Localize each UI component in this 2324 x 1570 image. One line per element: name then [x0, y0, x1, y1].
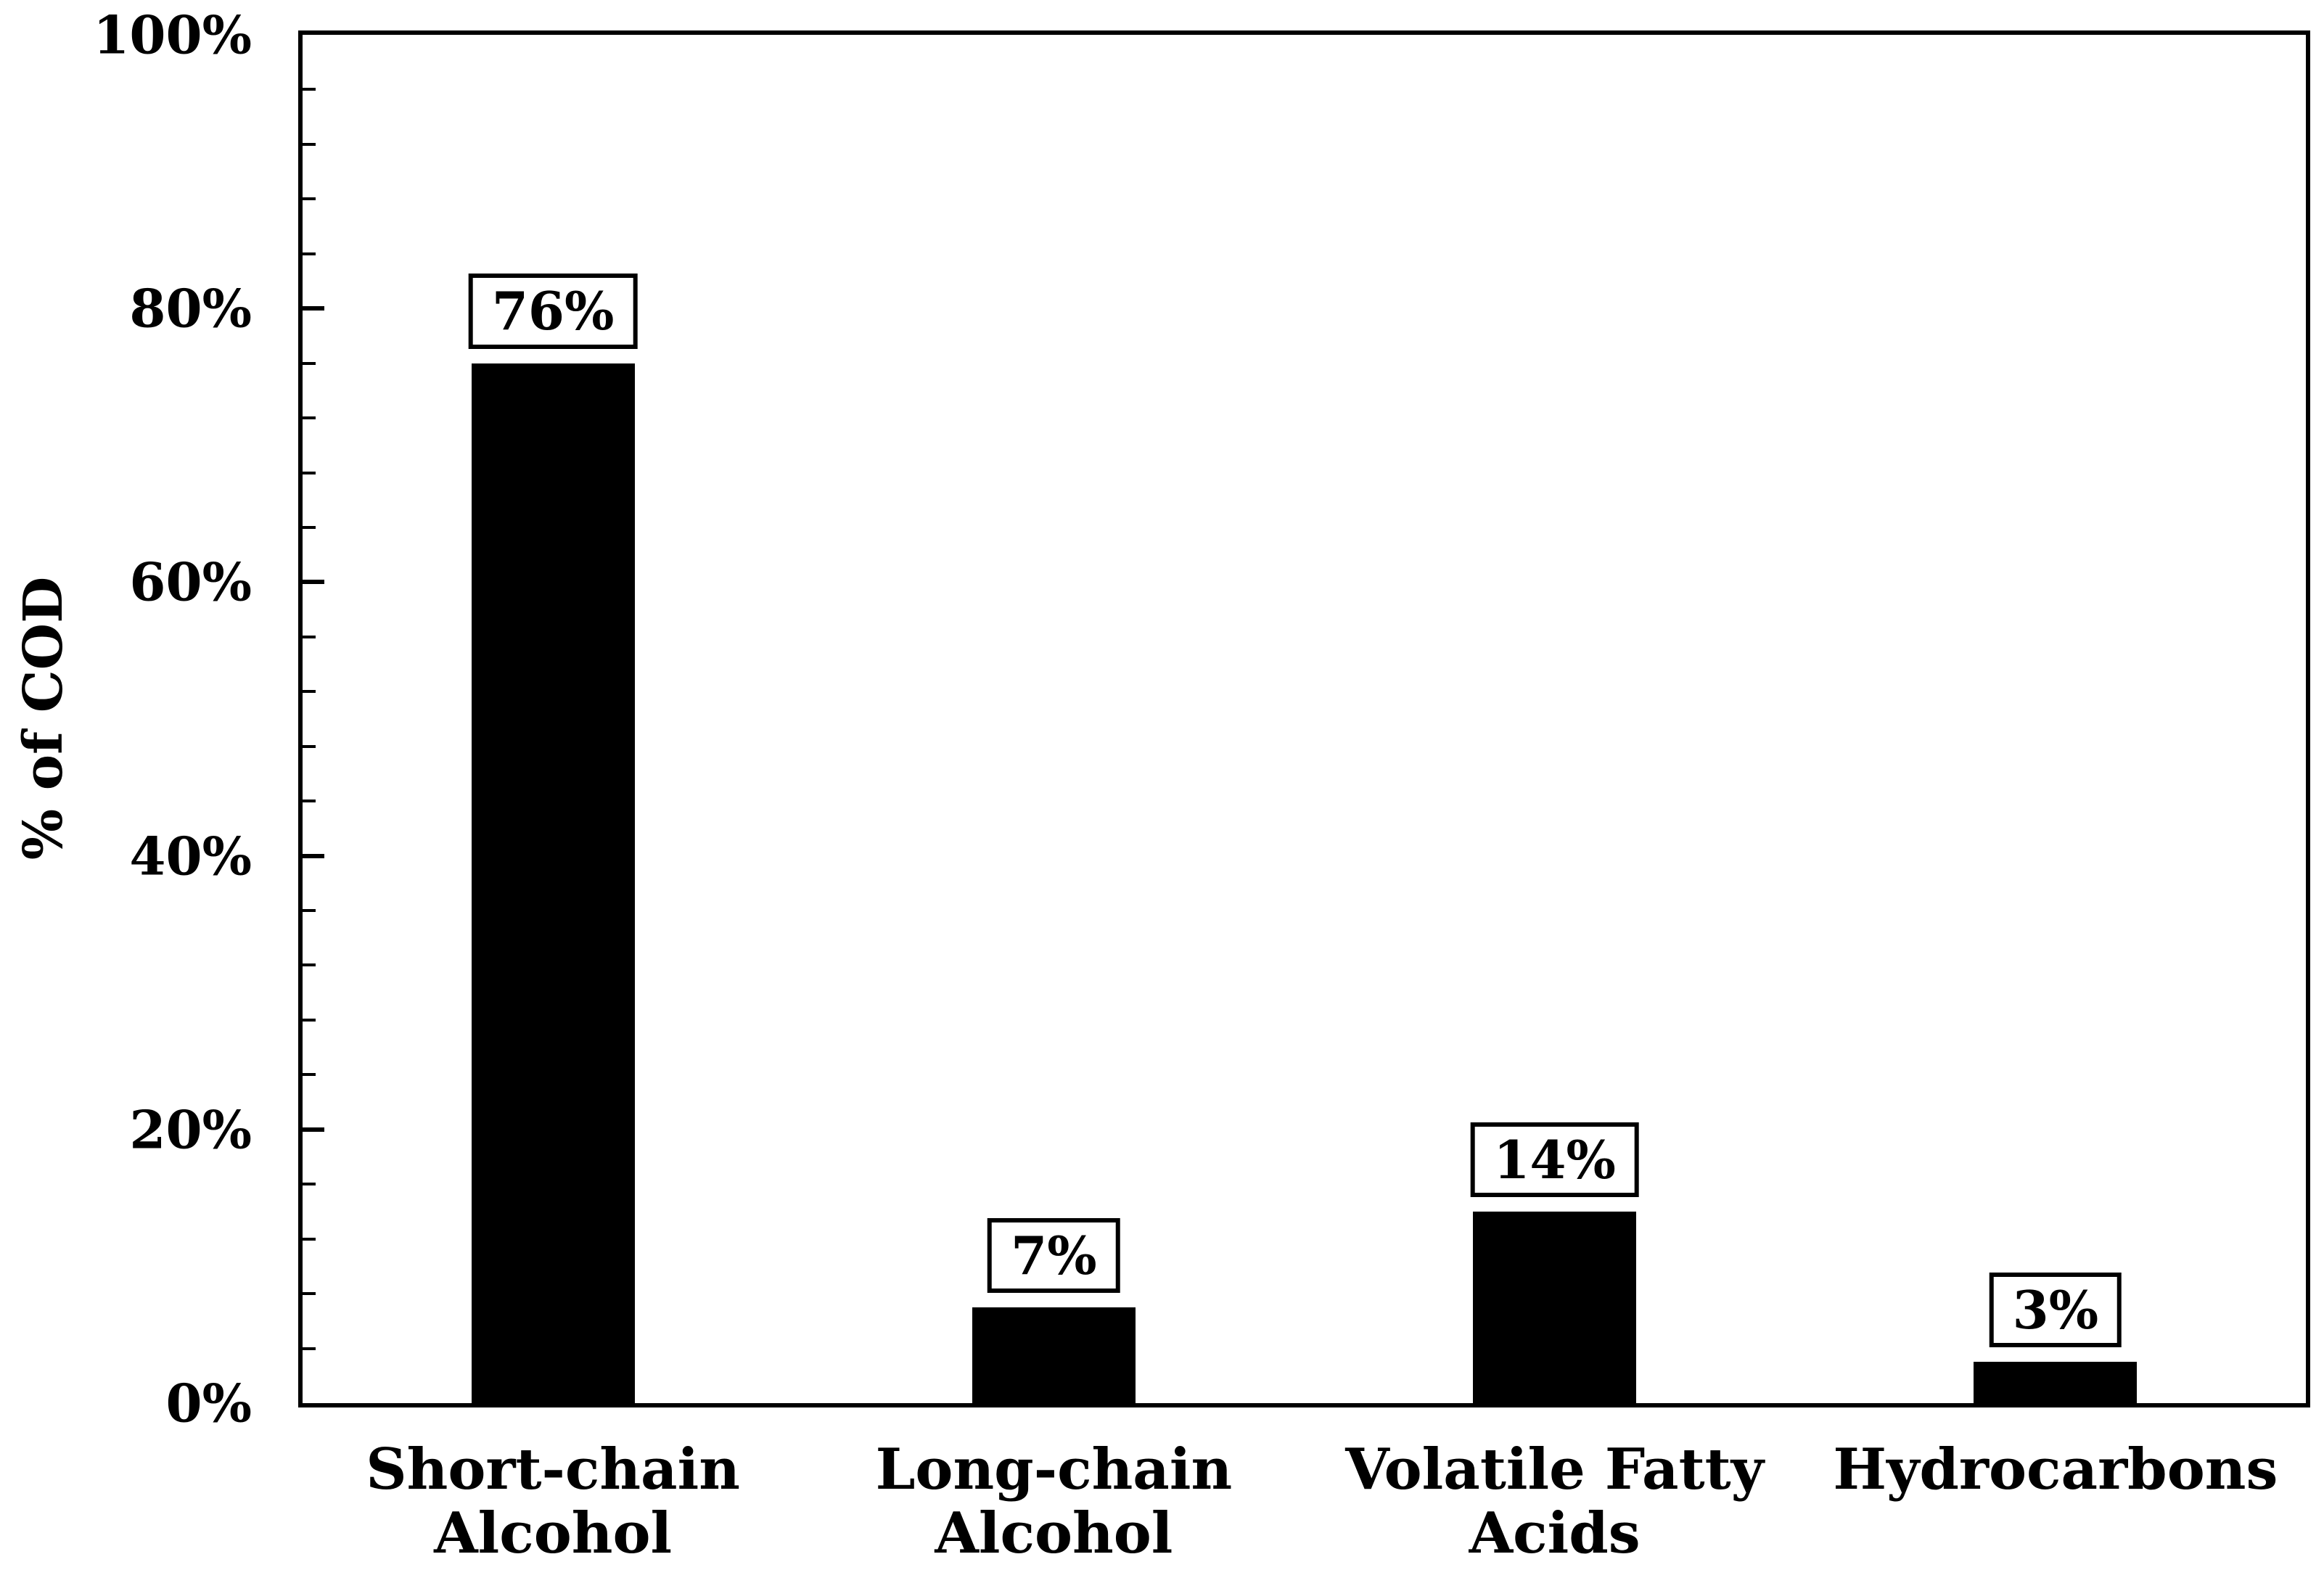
- y-axis-title: % of COD: [12, 576, 75, 860]
- y-tick-label: 100%: [93, 4, 252, 66]
- y-minor-tick: [303, 744, 316, 748]
- plot-area: 76% 7% 14% 3%: [298, 30, 2310, 1407]
- x-category-label: Short-chain Alcohol: [366, 1437, 740, 1567]
- y-minor-tick: [303, 909, 316, 913]
- bar-1: [471, 363, 635, 1403]
- x-category-label: Hydrocarbons: [1833, 1437, 2278, 1503]
- y-minor-tick: [303, 1018, 316, 1022]
- y-minor-tick: [303, 963, 316, 967]
- y-minor-tick: [303, 1237, 316, 1241]
- y-minor-tick: [303, 525, 316, 529]
- x-category-label: Long-chain Alcohol: [875, 1437, 1233, 1567]
- y-tick-label: 20%: [129, 1098, 252, 1161]
- y-minor-tick: [303, 1347, 316, 1350]
- y-major-tick: [303, 853, 324, 858]
- y-tick-label: 60%: [129, 551, 252, 613]
- bar-value-label: 14%: [1470, 1122, 1639, 1197]
- y-minor-tick: [303, 471, 316, 474]
- y-minor-tick: [303, 1292, 316, 1296]
- bar-4: [1974, 1362, 2138, 1403]
- y-major-tick: [303, 580, 324, 585]
- bar-value-label: 76%: [468, 274, 638, 349]
- y-minor-tick: [303, 416, 316, 420]
- bar-value-label: 7%: [988, 1217, 1120, 1293]
- y-tick-label: 40%: [129, 825, 252, 887]
- y-major-tick: [303, 306, 324, 311]
- x-category-label: Volatile Fatty Acids: [1345, 1437, 1764, 1567]
- y-minor-tick: [303, 197, 316, 201]
- y-minor-tick: [303, 1073, 316, 1077]
- bar-3: [1473, 1211, 1637, 1403]
- bar-2: [972, 1307, 1136, 1403]
- y-minor-tick: [303, 142, 316, 146]
- y-major-tick: [303, 1127, 324, 1132]
- y-minor-tick: [303, 252, 316, 255]
- y-tick-label: 0%: [165, 1372, 252, 1434]
- y-minor-tick: [303, 800, 316, 803]
- y-minor-tick: [303, 361, 316, 365]
- y-tick-label: 80%: [129, 277, 252, 340]
- y-minor-tick: [303, 635, 316, 638]
- y-minor-tick: [303, 690, 316, 694]
- y-minor-tick: [303, 88, 316, 91]
- y-minor-tick: [303, 1183, 316, 1186]
- bar-value-label: 3%: [1989, 1273, 2122, 1348]
